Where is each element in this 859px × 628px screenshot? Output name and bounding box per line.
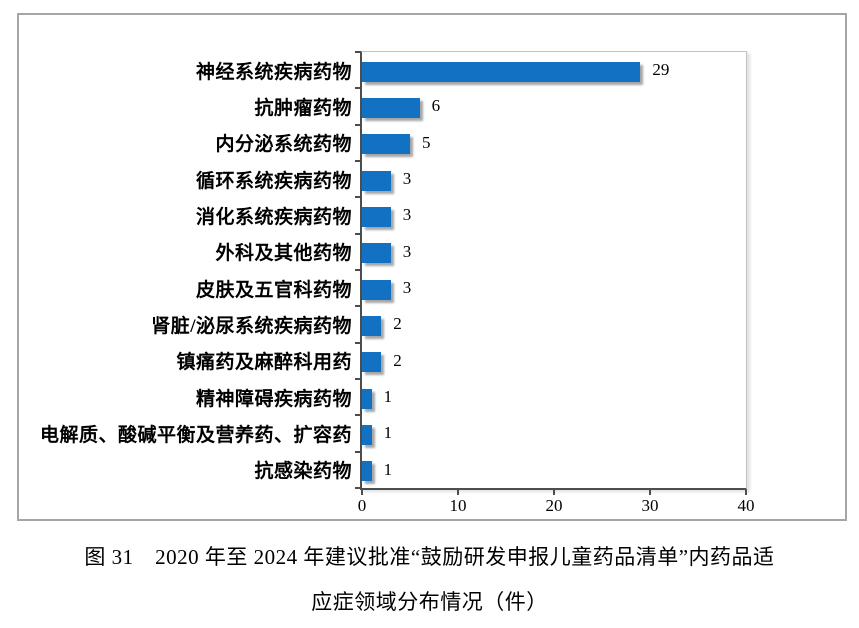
y-axis-tick <box>355 123 361 126</box>
bar <box>362 61 641 82</box>
x-axis-tick <box>361 490 363 495</box>
category-label: 循环系统疾病药物 <box>195 170 352 192</box>
value-label: 5 <box>422 132 431 152</box>
y-axis-tick <box>355 160 361 162</box>
category-label: 镇痛药及麻醉科用药 <box>176 352 352 374</box>
y-axis-tick <box>355 341 361 344</box>
y-axis-tick <box>355 232 361 235</box>
category-label: 抗肿瘤药物 <box>254 97 352 119</box>
bar <box>362 425 372 445</box>
x-axis-tick-label: 0 <box>357 496 367 515</box>
value-label: 6 <box>431 96 441 116</box>
y-axis-tick <box>355 51 361 53</box>
figure-caption-line-2: 应症领域分布情况（件） <box>311 590 548 614</box>
category-label: 电解质、酸碱平衡及营养药、扩容药 <box>39 424 352 446</box>
bar <box>362 243 391 264</box>
plot-area: 29 6 5 3 3 3 3 2 2 1 1 1 <box>360 51 747 490</box>
x-axis-tick <box>553 490 555 495</box>
y-axis-tick <box>355 487 361 489</box>
category-label: 精神障碍疾病药物 <box>195 388 352 410</box>
bar <box>362 388 372 409</box>
figure-caption-line-1: 图 31 2020 年至 2024 年建议批准“鼓励研发申报儿童药品清单”内药品… <box>84 545 775 569</box>
value-label: 2 <box>393 314 402 334</box>
bar <box>362 170 391 191</box>
category-label: 消化系统疾病药物 <box>195 206 352 228</box>
x-axis-tick <box>649 490 651 495</box>
value-label: 1 <box>383 423 393 443</box>
chart-frame: 神经系统疾病药物抗肿瘤药物内分泌系统药物循环系统疾病药物 消化系统疾病药物外科及其… <box>17 13 847 521</box>
x-axis-tick-label: 20 <box>545 496 563 515</box>
bar <box>362 461 372 482</box>
y-axis-tick <box>355 305 361 308</box>
value-label: 3 <box>402 169 412 189</box>
value-label: 2 <box>393 350 402 370</box>
y-axis-tick <box>355 87 361 90</box>
y-axis-tick <box>355 269 361 271</box>
value-label: 1 <box>383 387 393 407</box>
y-axis-tick <box>355 450 361 453</box>
category-label: 抗感染药物 <box>254 461 352 483</box>
value-label: 1 <box>383 459 393 479</box>
x-axis-tick-label: 30 <box>641 496 659 515</box>
y-axis-tick <box>355 196 361 199</box>
y-axis-tick <box>355 378 361 380</box>
category-axis-labels: 神经系统疾病药物抗肿瘤药物内分泌系统药物循环系统疾病药物 消化系统疾病药物外科及其… <box>19 15 352 519</box>
bar <box>362 279 391 300</box>
x-axis-tick <box>457 490 459 495</box>
bar <box>362 316 382 336</box>
category-label: 外科及其他药物 <box>215 243 352 265</box>
bar <box>362 98 420 118</box>
category-label: 内分泌系统药物 <box>215 134 352 156</box>
y-axis-tick <box>355 414 361 417</box>
value-label: 29 <box>652 60 670 80</box>
category-label: 肾脏/泌尿系统疾病药物 <box>151 315 352 337</box>
bar <box>362 207 391 227</box>
category-label: 皮肤及五官科药物 <box>195 279 352 301</box>
x-axis-tick-label: 40 <box>737 496 755 515</box>
bar <box>362 352 382 373</box>
value-label: 3 <box>402 278 412 298</box>
value-label: 3 <box>402 241 412 261</box>
value-label: 3 <box>402 205 412 225</box>
x-axis-tick-label: 10 <box>449 496 467 515</box>
bar <box>362 134 410 155</box>
category-label: 神经系统疾病药物 <box>195 61 352 83</box>
x-axis-tick <box>745 490 747 495</box>
